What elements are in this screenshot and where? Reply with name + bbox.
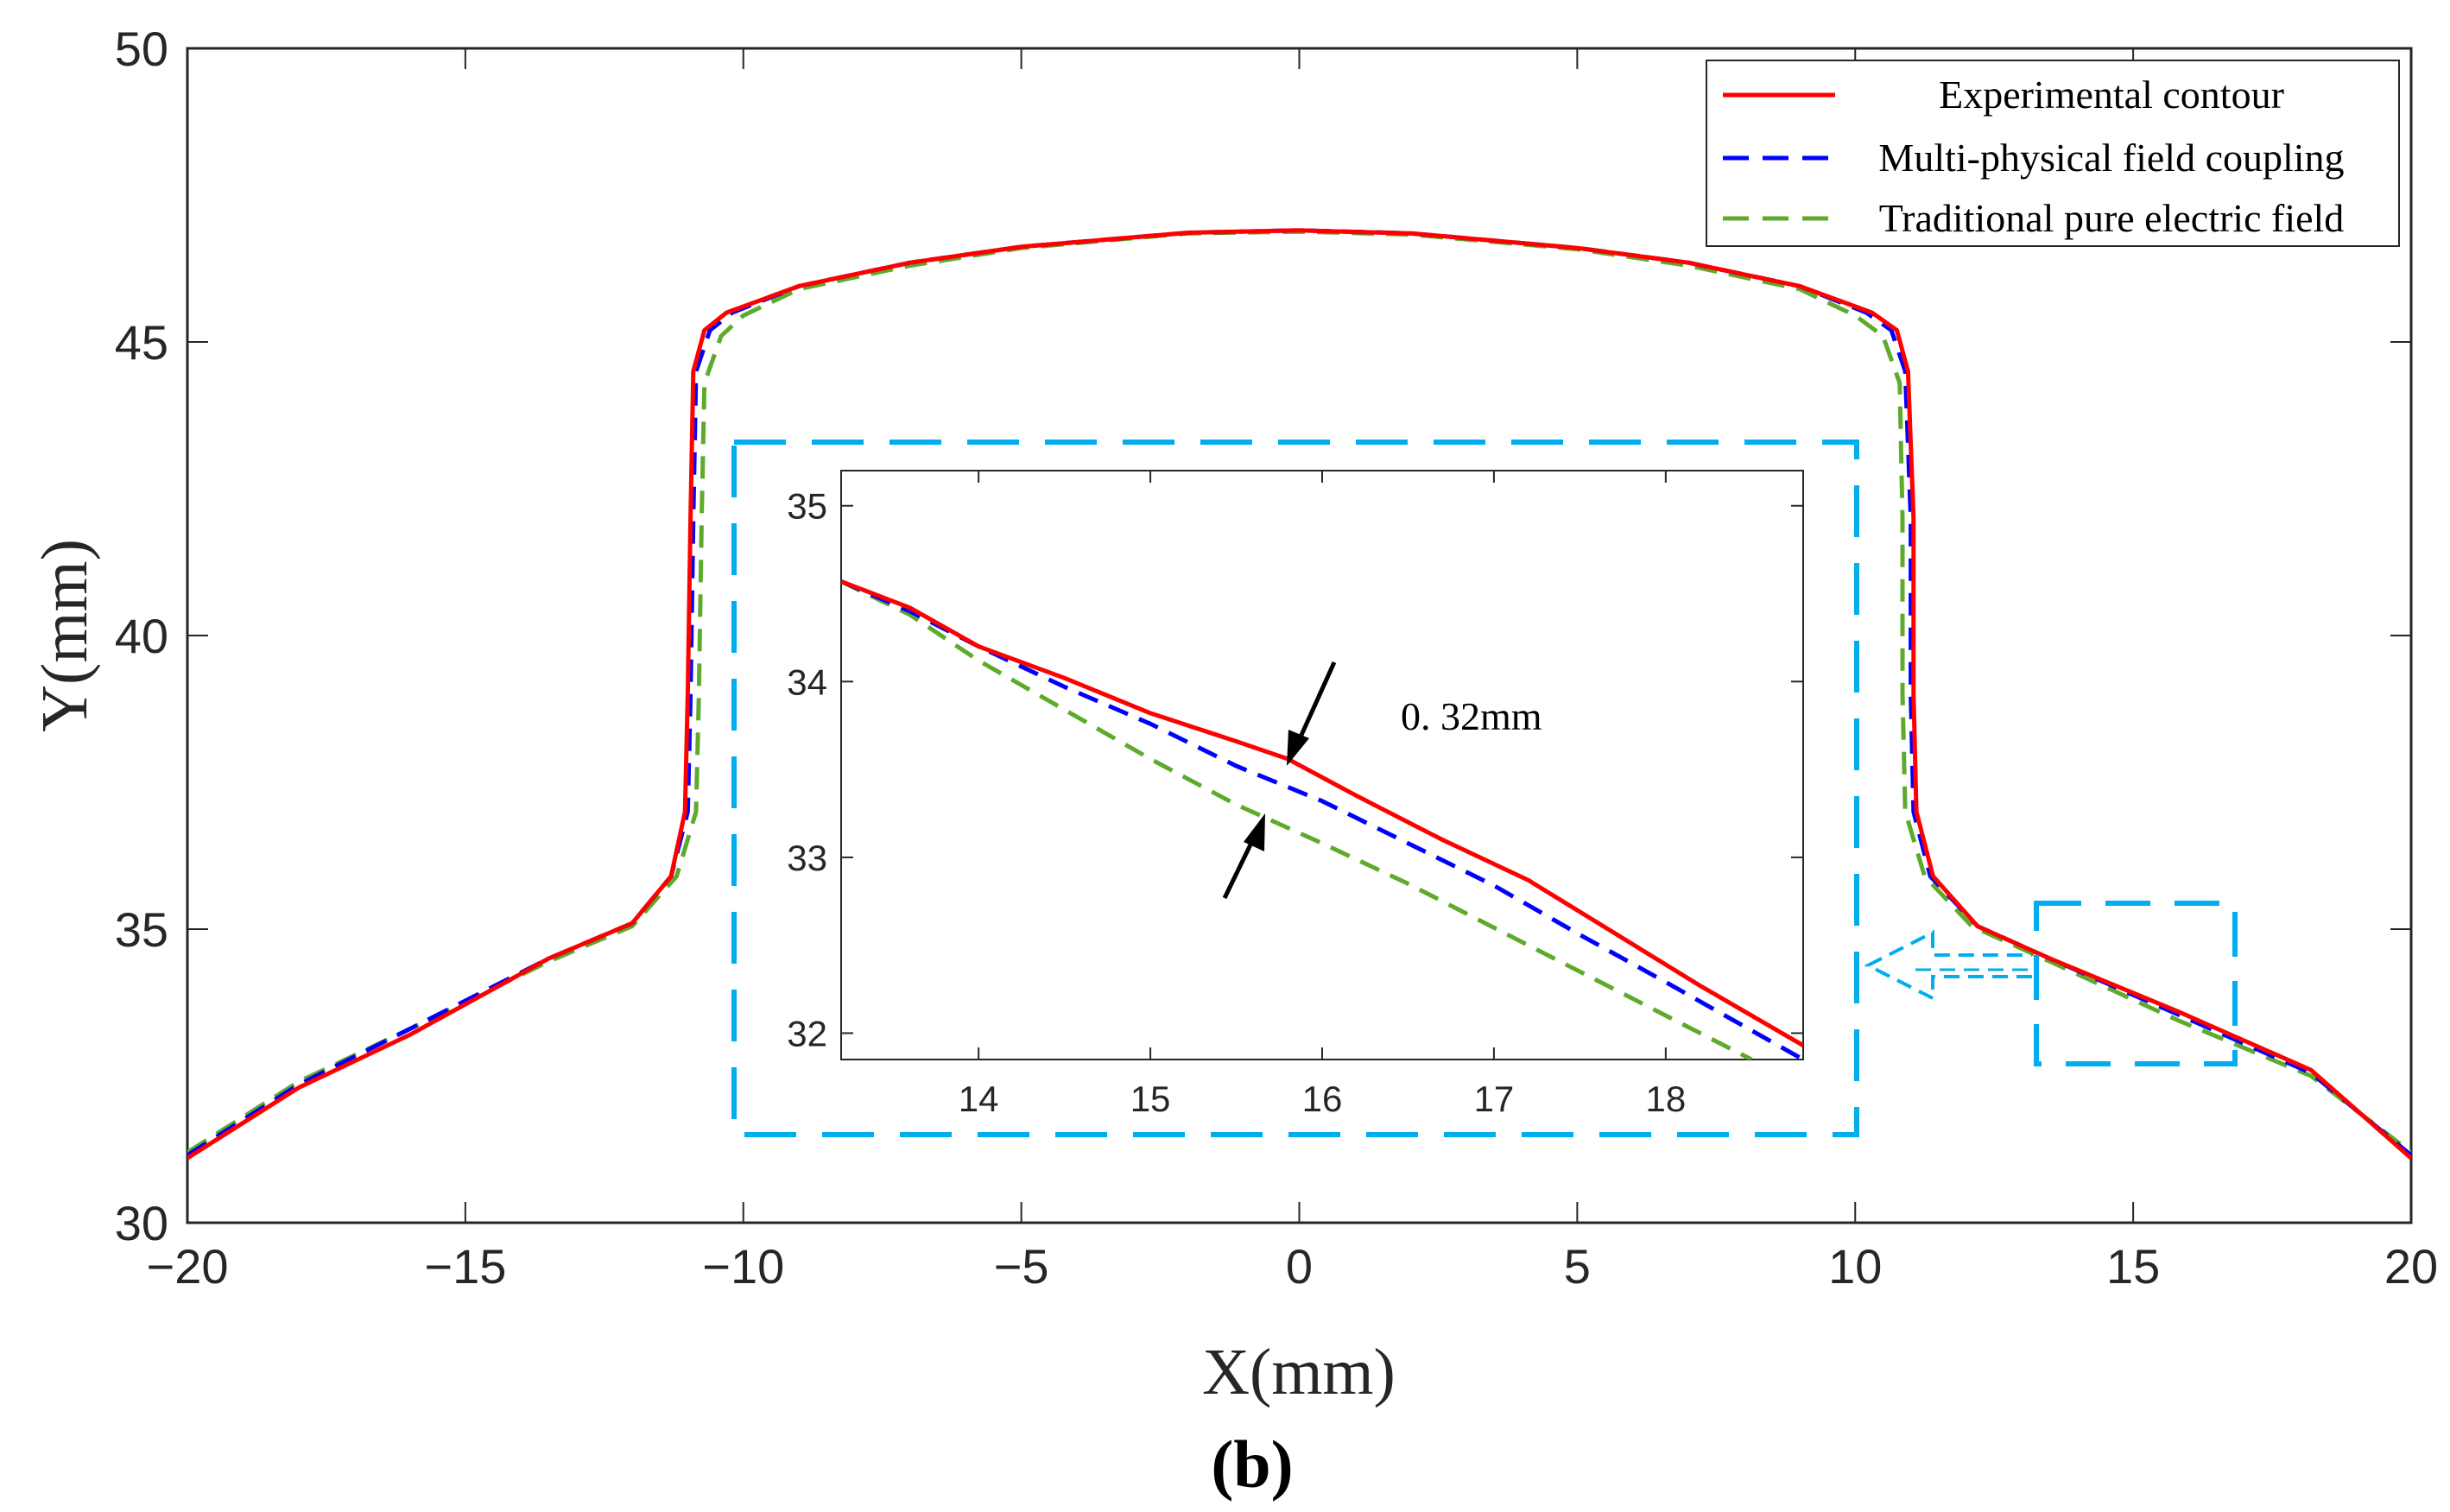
main-ytick-label: 45 bbox=[115, 315, 168, 370]
main-xtick-label: −5 bbox=[994, 1239, 1049, 1294]
main-xtick-label: 15 bbox=[2106, 1239, 2160, 1294]
main-series-multi-physical-field-coupling bbox=[187, 228, 2411, 1157]
main-ytick-label: 50 bbox=[115, 22, 168, 76]
inset-ytick-label: 32 bbox=[787, 1013, 827, 1053]
inset-xtick-label: 16 bbox=[1302, 1079, 1343, 1119]
x-axis-label: X(mm) bbox=[1202, 1336, 1396, 1408]
legend-box bbox=[1706, 60, 2400, 247]
annotation-arrow-upper bbox=[1295, 661, 1337, 744]
main-xtick-label: −15 bbox=[424, 1239, 506, 1294]
legend: Experimental contour Multi-physical fiel… bbox=[1706, 60, 2400, 247]
panel-label: (b) bbox=[1211, 1427, 1293, 1502]
legend-label-traditional: Traditional pure electric field bbox=[1879, 196, 2345, 240]
annotation-gap-label: 0. 32mm bbox=[1401, 694, 1542, 738]
inset-tick-labels: 14 15 16 17 18 32 33 34 35 bbox=[787, 486, 1686, 1119]
main-xtick-label: 10 bbox=[1828, 1239, 1882, 1294]
inset-xtick-label: 15 bbox=[1130, 1079, 1171, 1119]
inset-ytick-label: 34 bbox=[787, 661, 827, 702]
inset-ytick-label: 35 bbox=[787, 486, 827, 527]
legend-label-experimental: Experimental contour bbox=[1939, 73, 2284, 117]
inset-dashed-border bbox=[731, 440, 1859, 1137]
annotation-arrowhead-lower bbox=[1244, 813, 1265, 851]
annotation-arrowhead-upper bbox=[1287, 730, 1309, 766]
main-xtick-label: −10 bbox=[702, 1239, 784, 1294]
inset-xtick-label: 17 bbox=[1474, 1079, 1515, 1119]
inset-axis-ticks bbox=[841, 471, 1803, 1060]
main-xtick-label: 20 bbox=[2384, 1239, 2438, 1294]
main-xtick-label: −20 bbox=[147, 1239, 229, 1294]
zoom-region-box bbox=[2034, 901, 2238, 1066]
inset-xtick-label: 14 bbox=[959, 1079, 999, 1119]
inset-ytick-label: 33 bbox=[787, 838, 827, 878]
main-series-group bbox=[187, 228, 2411, 1161]
inset-series-traditional-pure-electric-field bbox=[841, 579, 1753, 1060]
zoom-pointer-arrow bbox=[1864, 929, 2032, 1002]
inset-xtick-label: 18 bbox=[1645, 1079, 1686, 1119]
main-ytick-label: 35 bbox=[115, 902, 168, 957]
main-xtick-label: 0 bbox=[1286, 1239, 1313, 1294]
legend-label-multi-physical: Multi-physical field coupling bbox=[1878, 136, 2344, 180]
y-axis-label: Y(mm) bbox=[28, 539, 101, 732]
main-ytick-label: 40 bbox=[115, 609, 168, 663]
main-series-experimental-contour bbox=[187, 228, 2411, 1161]
main-axis-ticks bbox=[187, 47, 2412, 1224]
main-ytick-label: 30 bbox=[115, 1196, 168, 1250]
gap-annotation: 0. 32mm bbox=[1222, 661, 1542, 900]
annotation-arrow-lower bbox=[1222, 836, 1257, 900]
main-xtick-label: 5 bbox=[1564, 1239, 1591, 1294]
main-tick-labels: −20 −15 −10 −5 0 5 10 15 20 30 35 40 45 50 bbox=[115, 22, 2438, 1294]
